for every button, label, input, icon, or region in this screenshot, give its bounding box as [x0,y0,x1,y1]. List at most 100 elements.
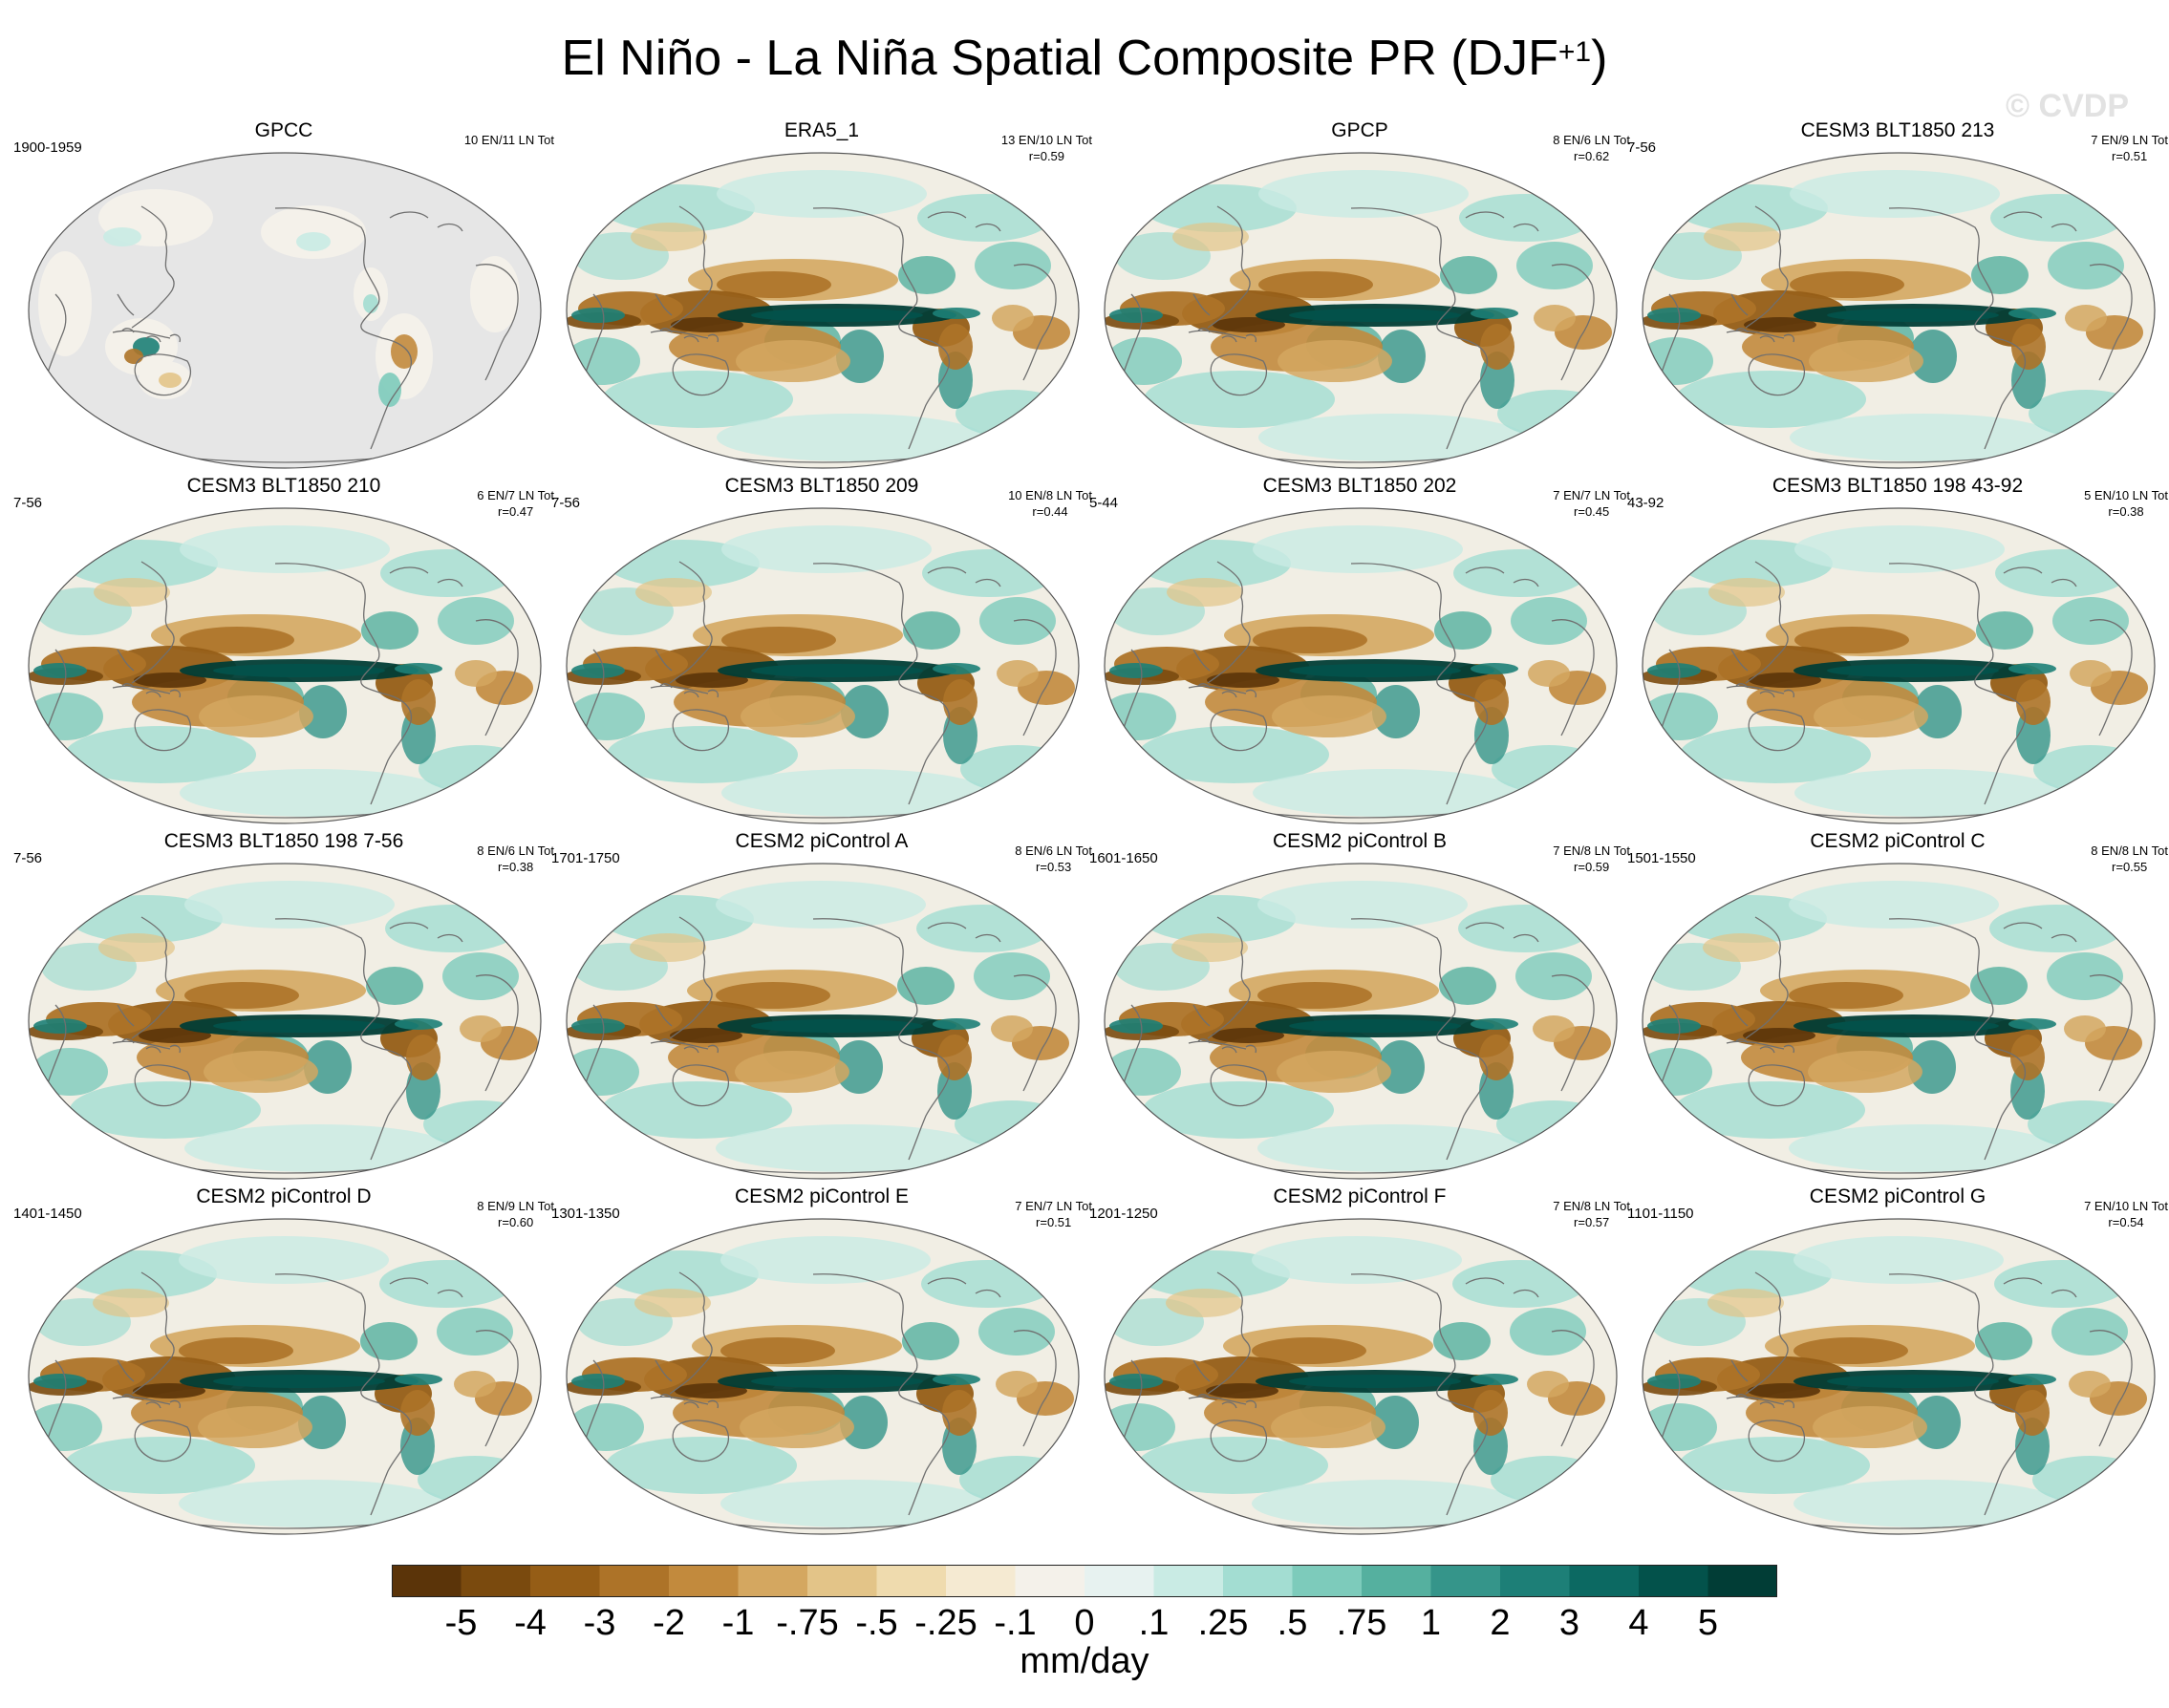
colorbar-swatch [1707,1565,1777,1597]
negative-anomaly [631,223,707,251]
positive-anomaly [955,1100,1069,1148]
negative-anomaly [2016,679,2051,725]
positive-anomaly [2048,242,2124,289]
positive-anomaly [385,905,519,952]
negative-anomaly [1272,695,1386,737]
map-panel: CESM3 BLT1850 209 7-56 10 EN/8 LN Tot r=0.4… [551,474,1092,827]
positive-anomaly [380,549,514,597]
negative-anomaly [401,679,436,725]
positive-anomaly [956,390,1070,438]
panel-event-counts: 8 EN/6 LN Tot [477,843,554,858]
colorbar-tick-label: -.1 [994,1603,1037,1643]
panel-event-counts: 8 EN/6 LN Tot [1553,133,1630,147]
world-map [28,1218,542,1535]
positive-anomaly [2008,1018,2056,1030]
land-area [38,251,92,356]
positive-anomaly [29,693,103,740]
positive-anomaly [1258,414,1526,461]
negative-anomaly [1707,1289,1784,1317]
colorbar-tick-label: -3 [583,1603,616,1643]
positive-anomaly [903,611,960,650]
map-outline [28,1218,542,1535]
negative-anomaly [1206,1383,1278,1398]
colorbar-tick-label: 1 [1420,1603,1442,1643]
panel-title: CESM2 piControl F [1273,1185,1447,1207]
map-panel: GPCC 1900-1959 10 EN/11 LN Tot [13,118,554,472]
map-outline [28,863,542,1180]
panel-stats: 8 EN/6 LN Tot r=0.38 [477,843,554,875]
world-map [1104,152,1618,469]
positive-anomaly [1143,1081,1334,1139]
colorbar-tick-label: -4 [514,1603,547,1643]
positive-anomaly [64,1437,255,1494]
positive-anomaly [1913,1396,1961,1449]
map-panel: CESM3 BLT1850 210 7-56 6 EN/7 LN Tot r=0.47 [13,474,554,827]
negative-anomaly [1808,1051,1922,1093]
positive-anomaly [213,664,385,677]
positive-anomaly [361,611,419,650]
positive-anomaly [1976,611,2033,650]
colorbar-units: mm/day [1020,1641,1149,1681]
world-map [28,863,542,1180]
positive-anomaly [2047,952,2123,1000]
panel-stats: 7 EN/7 LN Tot r=0.45 [1553,487,1630,520]
positive-anomaly [179,1480,446,1527]
negative-anomaly [1278,340,1392,382]
map-outline [1104,863,1618,1180]
positive-anomaly [1439,967,1496,1005]
negative-anomaly [1703,933,1779,962]
positive-anomaly [601,1081,792,1139]
positive-anomaly [1471,1018,1518,1030]
colorbar-tick-label: -5 [444,1603,478,1643]
colorbar-swatch [1084,1565,1155,1597]
negative-anomaly [1744,317,1816,332]
panel-stats: 7 EN/7 LN Tot r=0.51 [1015,1198,1092,1230]
world-map [566,507,1080,824]
figure-title-close: ) [1591,31,1608,86]
world-map [566,152,1080,469]
map-panel: CESM2 piControl B 1601-1650 7 EN/8 LN Tot r… [1089,829,1630,1183]
panel-title: CESM2 piControl D [196,1185,372,1207]
negative-anomaly [720,1337,835,1364]
positive-anomaly [366,967,423,1005]
negative-anomaly [2065,305,2107,331]
positive-anomaly [1289,309,1461,322]
positive-anomaly [1511,597,1587,645]
colorbar-tick-label: 2 [1490,1603,1511,1643]
panel-event-counts: 8 EN/8 LN Tot [2091,843,2168,858]
panel-title: CESM2 piControl B [1272,830,1448,852]
positive-anomaly [213,1019,385,1033]
negative-anomaly [671,317,743,332]
map-outline [566,507,1080,824]
negative-anomaly [1749,673,1821,688]
positive-anomaly [1109,1018,1163,1034]
positive-anomaly [979,597,1056,645]
negative-anomaly [2011,324,2046,370]
positive-anomaly [975,242,1051,289]
positive-anomaly [917,194,1051,242]
negative-anomaly [179,1337,293,1364]
positive-anomaly [1253,525,1463,573]
world-map [566,1218,1080,1535]
map-outline [1642,152,2156,469]
positive-anomaly [179,1236,389,1284]
negative-anomaly [1479,1035,1514,1080]
positive-anomaly [720,1480,988,1527]
negative-anomaly [1213,317,1285,332]
negative-anomaly [180,627,294,653]
positive-anomaly [360,1322,418,1360]
positive-anomaly [1372,685,1420,738]
positive-anomaly [1647,308,1701,323]
positive-anomaly [1109,308,1163,323]
colorbar-swatch [1292,1565,1363,1597]
colorbar-swatch [1430,1565,1501,1597]
positive-anomaly [835,1040,883,1094]
panel-period: 1301-1350 [551,1206,620,1222]
land-anomaly [363,294,378,313]
negative-anomaly [2010,1035,2045,1080]
colorbar-tick-label: -2 [653,1603,685,1643]
positive-anomaly [1827,1019,1999,1033]
positive-anomaly [1643,1403,1717,1451]
panel-title: CESM3 BLT1850 198 43-92 [1772,475,2024,497]
positive-anomaly [1471,1374,1518,1385]
